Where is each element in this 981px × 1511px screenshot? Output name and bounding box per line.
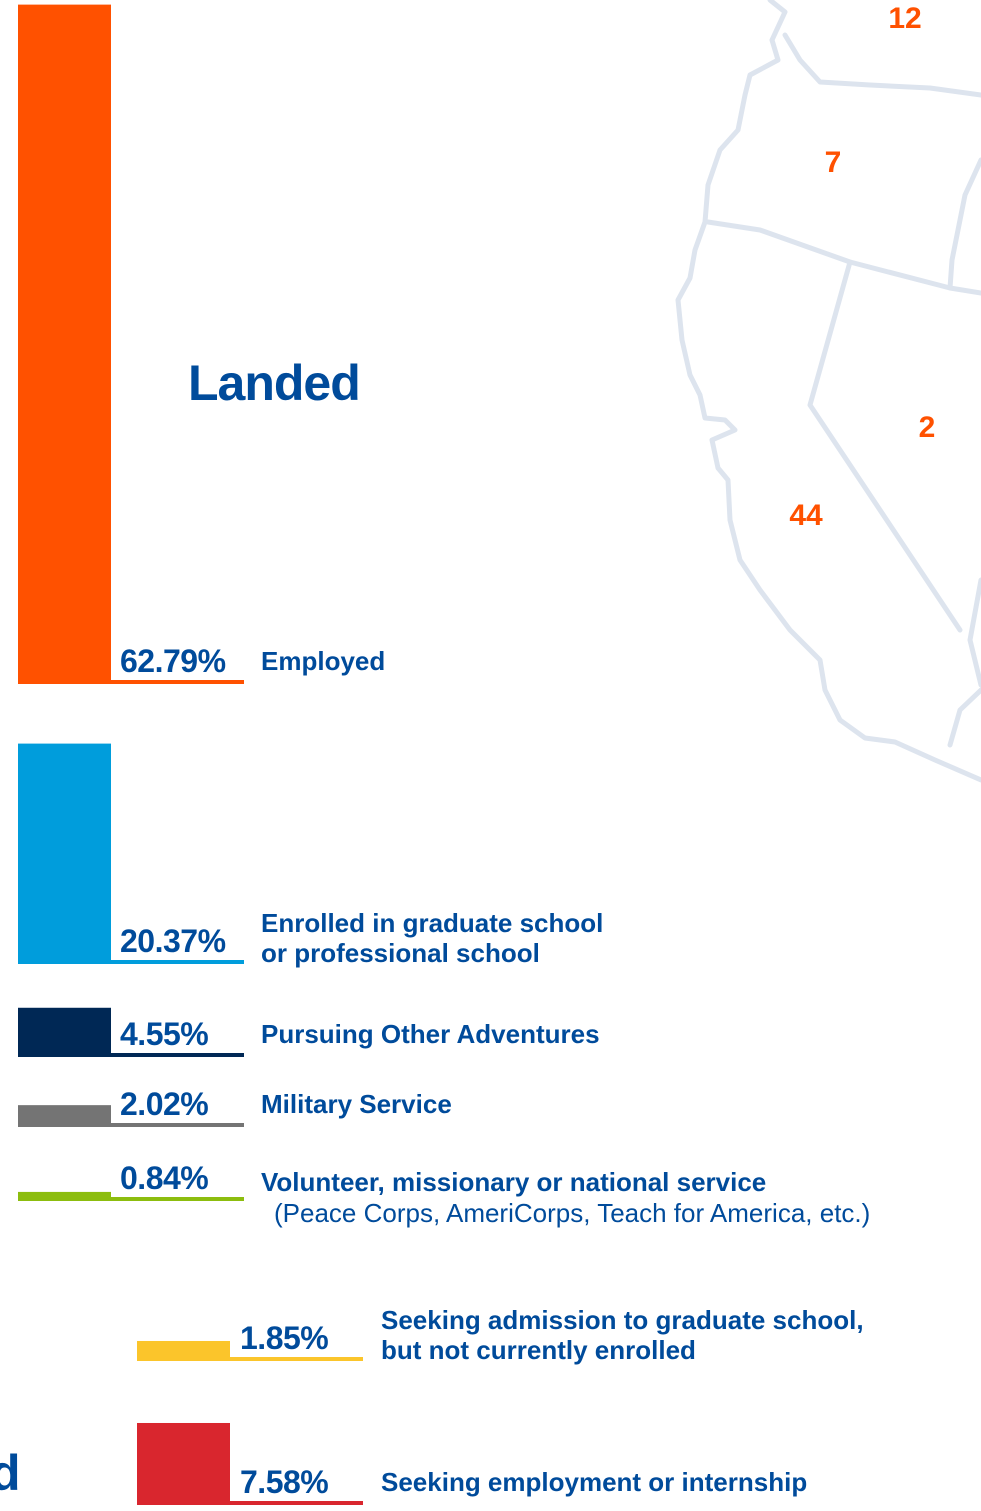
bar-underline-1-0 bbox=[137, 1357, 363, 1361]
value-label: 0.84% bbox=[120, 1160, 208, 1196]
category-label: Military Service bbox=[261, 1089, 452, 1119]
bar-underline-0-3 bbox=[18, 1123, 244, 1127]
value-label: 4.55% bbox=[120, 1016, 208, 1052]
category-label: Seeking employment or internship bbox=[381, 1467, 807, 1497]
map-count-oregon: 7 bbox=[825, 146, 842, 179]
value-label: 62.79% bbox=[120, 643, 226, 679]
map-border-nv-east bbox=[967, 577, 981, 688]
value-label: 2.02% bbox=[120, 1086, 208, 1122]
value-label: 20.37% bbox=[120, 923, 226, 959]
landed-heading: Landed bbox=[188, 355, 360, 411]
category-label: Enrolled in graduate school bbox=[261, 908, 603, 938]
bar-1-0 bbox=[137, 1340, 230, 1361]
bar-underline-0-1 bbox=[18, 960, 244, 964]
category-label-line2: but not currently enrolled bbox=[381, 1335, 696, 1365]
category-label: Pursuing Other Adventures bbox=[261, 1019, 600, 1049]
cut-off-heading: d bbox=[0, 1445, 20, 1501]
west-coast-map bbox=[675, 0, 981, 783]
value-label: 1.85% bbox=[240, 1320, 328, 1356]
map-border-wa-idaho bbox=[782, 32, 981, 98]
bar-0-3 bbox=[18, 1105, 111, 1127]
category-label-line2: or professional school bbox=[261, 938, 540, 968]
category-sublabel: (Peace Corps, AmeriCorps, Teach for Amer… bbox=[274, 1198, 870, 1228]
category-label: Employed bbox=[261, 646, 385, 676]
map-count-washington: 12 bbox=[888, 2, 921, 35]
map-count-california: 44 bbox=[789, 499, 823, 532]
map-outline-coast bbox=[675, 0, 981, 783]
bars-layer: 62.79% Employed 20.37% Enrolled in graduate… bbox=[18, 4, 870, 1505]
bar-0-2 bbox=[18, 1007, 111, 1057]
bar-0-1 bbox=[18, 743, 111, 964]
value-label: 7.58% bbox=[240, 1464, 328, 1500]
bar-0-4 bbox=[18, 1191, 111, 1201]
bar-underline-0-4 bbox=[18, 1197, 244, 1201]
map-border-az bbox=[947, 687, 981, 748]
category-label: Volunteer, missionary or national servic… bbox=[261, 1167, 766, 1197]
map-border-or-east bbox=[947, 157, 981, 291]
map-count-nevada: 2 bbox=[919, 411, 936, 444]
bar-underline-0-0 bbox=[18, 680, 244, 684]
bar-underline-0-2 bbox=[18, 1053, 244, 1057]
bar-underline-1-1 bbox=[137, 1501, 363, 1505]
map-border-ca-nv bbox=[807, 259, 963, 633]
map-numbers: 12 7 2 44 bbox=[789, 2, 935, 532]
bar-1-1 bbox=[137, 1422, 230, 1505]
bar-0-0 bbox=[18, 4, 111, 685]
category-label: Seeking admission to graduate school, bbox=[381, 1305, 864, 1335]
